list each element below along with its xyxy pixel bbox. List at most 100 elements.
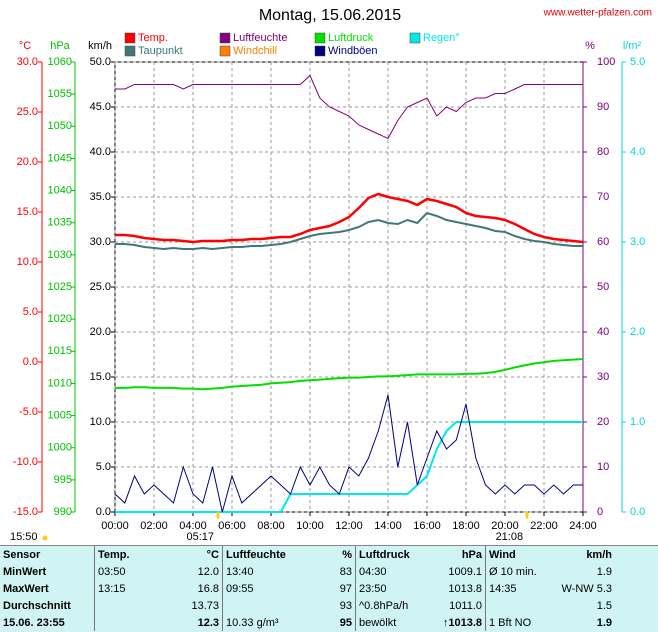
legend-swatch [314, 45, 326, 57]
axis-tick-label: 1030 [48, 249, 72, 261]
table-cell: Temp. [94, 546, 158, 563]
axis-tick-label: 40 [597, 326, 609, 338]
table-cell: 13:15 [94, 580, 158, 597]
table-cell: MinWert [3, 565, 47, 578]
daylength: 15:50 [10, 531, 38, 543]
axis-tick-label: 1045 [48, 152, 72, 164]
x-tick-label: 00:00 [101, 520, 129, 532]
axis-tick-label: 10 [597, 461, 609, 473]
table-cell: 10.33 g/m³ [222, 614, 289, 631]
table-cell: 12.0 [197, 565, 219, 578]
axis-tick-label: 1005 [48, 409, 72, 421]
chart: Montag, 15.06.2015 www.wetter-pfalzen.co… [10, 7, 652, 543]
axis-tick-label: 50 [597, 281, 609, 293]
table-cell: 1013.8 [448, 582, 482, 595]
table-cell: 09:55 [222, 580, 289, 597]
legend-swatch [409, 32, 421, 44]
y-axis-unit: km/h [88, 40, 112, 52]
x-tick-label: 18:00 [452, 520, 480, 532]
axis-unit: l/m² [623, 40, 642, 52]
x-tick-label: 06:00 [218, 520, 246, 532]
axis-tick-label: 0.0 [23, 356, 38, 368]
axis-tick-label: 10.0 [17, 256, 38, 268]
table: Sensor Temp. °C Luftfeuchte% Luftdruck hPa Win… [0, 546, 615, 631]
legend-swatch [314, 32, 326, 44]
table-cell: 1.5 [596, 599, 612, 612]
axis-tick-label: 1000 [48, 442, 72, 454]
axis-unit: °C [19, 40, 31, 52]
table-cell: 83 [339, 565, 352, 578]
table-row: MaxWert 13:15 16.8 09:55 97 23:50 1013.8 14:35 W… [0, 580, 615, 597]
sun-marker [42, 535, 48, 541]
axis-unit: hPa [50, 40, 70, 52]
axis-tick-label: 90 [597, 101, 609, 113]
axis-tick-label: 1060 [48, 56, 72, 68]
table-cell: Luftdruck [355, 546, 420, 563]
axis-tick-label: 30 [597, 371, 609, 383]
axis-unit: % [585, 40, 595, 52]
table-cell: 03:50 [94, 563, 158, 580]
table-cell [222, 597, 289, 614]
sunrise: 05:17 [186, 531, 214, 543]
y-tick-label: 30.0 [90, 236, 111, 248]
table-cell [485, 597, 550, 614]
sunrise-marker [216, 511, 220, 519]
axis-tick-label: 1035 [48, 217, 72, 229]
axis-tick-label: 5.0 [630, 56, 645, 68]
axis-tick-label: 60 [597, 236, 609, 248]
x-tick-label: 10:00 [296, 520, 324, 532]
table-cell: Wind [485, 546, 550, 563]
table-cell: 1011.0 [449, 599, 482, 612]
series-line [114, 394, 583, 513]
axis-tick-label: 3.0 [630, 236, 645, 248]
x-tick-label: 12:00 [335, 520, 363, 532]
y-tick-label: 35.0 [90, 191, 111, 203]
table-cell [94, 597, 158, 614]
legend-label: Luftfeuchte [233, 32, 287, 44]
source: www.wetter-pfalzen.com [543, 8, 652, 19]
table-cell: 1.9 [596, 616, 612, 629]
legend-label: Luftdruck [328, 32, 374, 44]
legend-label: Regen° [423, 32, 460, 44]
table-row: Durchschnitt 13.73 93 ^0.8hPa/h 1011.0 1.5 [0, 597, 615, 614]
legend-swatch [124, 45, 136, 57]
table-cell: Ø 10 min. [485, 563, 550, 580]
axis-tick-label: 1020 [48, 313, 72, 325]
axis-tick-label: 1055 [48, 88, 72, 100]
table-cell: 97 [339, 582, 352, 595]
series-line [115, 74, 583, 140]
axis-tick-label: -5.0 [19, 406, 38, 418]
x-tick-label: 08:00 [257, 520, 285, 532]
x-tick-label: 20:00 [491, 520, 519, 532]
x-tick-label: 16:00 [413, 520, 441, 532]
table-cell: 15.06. 23:55 [3, 616, 65, 629]
axis-tick-label: 1050 [48, 120, 72, 132]
table-cell: Durchschnitt [3, 599, 71, 612]
table-cell: % [342, 548, 352, 561]
axis-tick-label: 1010 [48, 377, 72, 389]
axis-tick-label: 2.0 [630, 326, 645, 338]
axis-tick-label: 80 [597, 146, 609, 158]
y-tick-label: 5.0 [96, 461, 111, 473]
table-cell: MaxWert [3, 582, 49, 595]
table-row: Sensor Temp. °C Luftfeuchte% Luftdruck hPa Win… [0, 546, 615, 563]
axis-tick-label: 20 [597, 416, 609, 428]
table-cell: bewölkt [355, 614, 420, 631]
table-cell: W-NW 5.3 [561, 582, 612, 595]
axis-tick-label: 15.0 [17, 206, 38, 218]
axis-tick-label: 20.0 [17, 156, 38, 168]
axis-tick-label: 100 [597, 56, 615, 68]
legend-label: Taupunkt [138, 45, 183, 57]
series-line [115, 211, 583, 251]
series-line [115, 192, 584, 244]
sunset-marker [525, 511, 529, 519]
legend-swatch [124, 32, 136, 44]
table-cell: ^0.8hPa/h [355, 597, 420, 614]
table-row: 15.06. 23:55 12.3 10.33 g/m³ 95 bewölkt ↑1013… [0, 614, 615, 631]
table-cell: Luftfeuchte [222, 546, 289, 563]
table-cell: 13.73 [191, 599, 219, 612]
table-cell: 13:40 [222, 563, 289, 580]
table-cell: km/h [586, 548, 612, 561]
table-cell: °C [206, 548, 219, 561]
